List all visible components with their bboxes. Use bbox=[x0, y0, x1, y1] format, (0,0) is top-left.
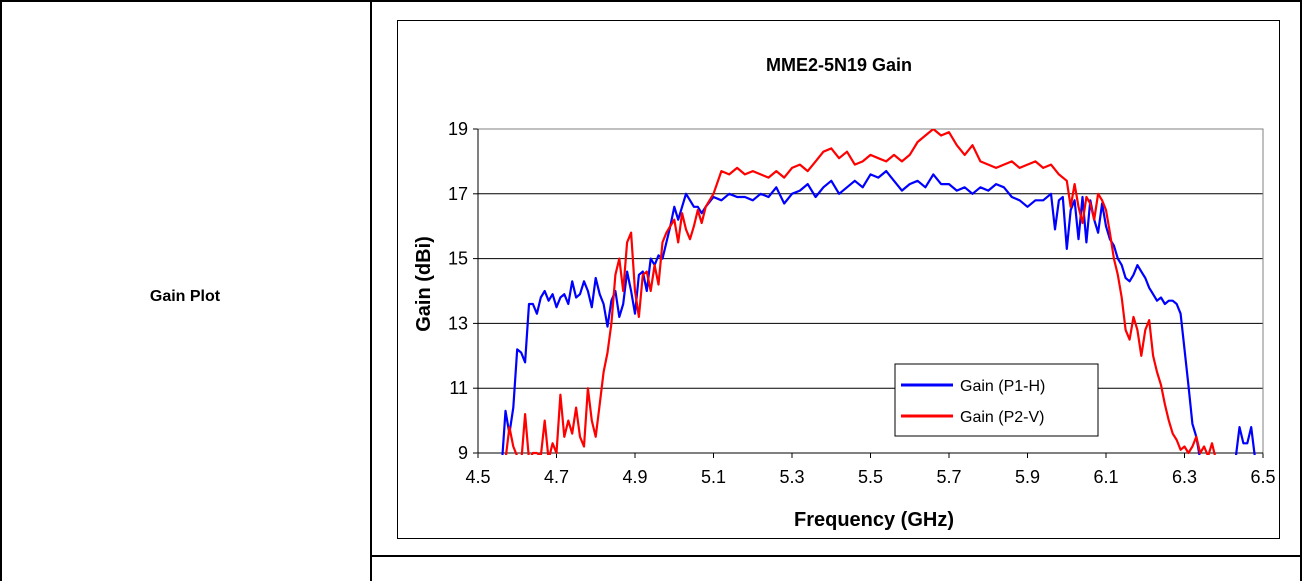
legend-label-p2-v: Gain (P2-V) bbox=[960, 409, 1044, 426]
x-tick-label: 6.3 bbox=[1172, 467, 1197, 487]
x-tick-label: 4.7 bbox=[544, 467, 569, 487]
series-line-p1-h bbox=[501, 170, 1256, 455]
row-label-cell bbox=[0, 0, 370, 581]
x-tick-label: 4.5 bbox=[465, 467, 490, 487]
x-axis-title: Frequency (GHz) bbox=[794, 509, 954, 531]
x-tick-label: 6.1 bbox=[1093, 467, 1118, 487]
x-tick-label: 5.5 bbox=[858, 467, 883, 487]
y-tick-label: 13 bbox=[448, 313, 468, 333]
chart-container: MME2-5N19 Gain Frequency (GHz) Gain (dBi… bbox=[397, 20, 1280, 539]
x-tick-label: 5.1 bbox=[701, 467, 726, 487]
chart-cell bbox=[370, 0, 1302, 557]
legend-label-p1-h: Gain (P1-H) bbox=[960, 378, 1045, 395]
plot-area bbox=[477, 128, 1264, 454]
gain-chart: MME2-5N19 Gain Frequency (GHz) Gain (dBi… bbox=[413, 55, 1276, 531]
y-tick-label: 9 bbox=[458, 443, 468, 463]
x-tick-label: 5.7 bbox=[936, 467, 961, 487]
x-tick-label: 4.9 bbox=[622, 467, 647, 487]
chart-title: MME2-5N19 Gain bbox=[766, 55, 912, 75]
x-tick-label: 5.9 bbox=[1015, 467, 1040, 487]
y-tick-label: 17 bbox=[448, 184, 468, 204]
y-tick-label: 19 bbox=[448, 119, 468, 139]
x-tick-label: 6.5 bbox=[1250, 467, 1275, 487]
row-label: Gain Plot bbox=[149, 288, 221, 305]
next-row-cell bbox=[370, 557, 1302, 581]
x-tick-label: 5.3 bbox=[779, 467, 804, 487]
y-tick-label: 11 bbox=[449, 378, 468, 398]
legend-box bbox=[894, 363, 1099, 437]
series-line-p2-v bbox=[504, 129, 1216, 455]
y-tick-label: 15 bbox=[448, 249, 468, 269]
y-axis-title: Gain (dBi) bbox=[413, 236, 435, 332]
